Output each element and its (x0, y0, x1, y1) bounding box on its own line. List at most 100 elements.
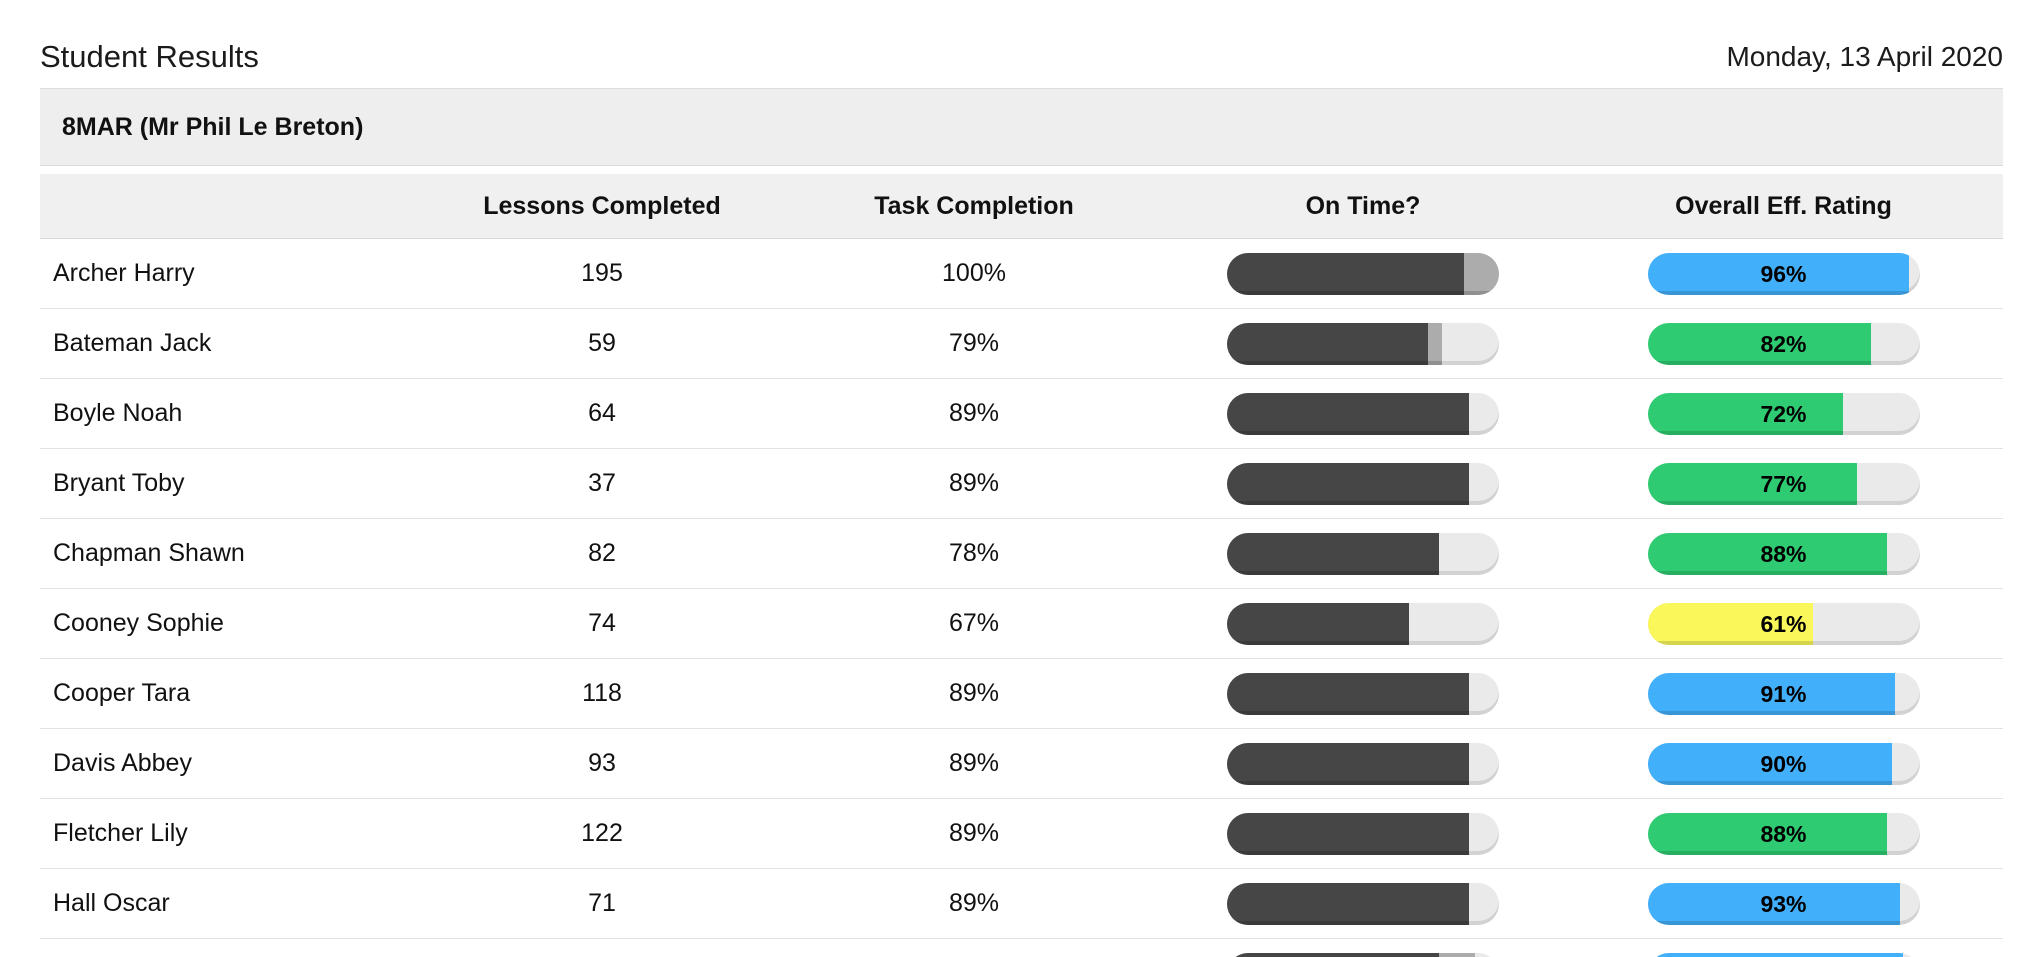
on-time-fill (1227, 672, 1470, 715)
on-time-fill (1227, 462, 1470, 505)
rating-bar: 91% (1647, 672, 1920, 715)
on-time-bar (1227, 953, 1499, 957)
column-header-lessons-completed: Lessons Completed (483, 191, 721, 220)
on-time-bar-cell (1162, 322, 1564, 365)
on-time-bar-cell (1162, 462, 1564, 505)
rating-bar: 88% (1647, 812, 1920, 855)
rating-bar: 72% (1647, 392, 1920, 435)
rating-bar-cell: 91% (1564, 672, 2003, 715)
lessons-completed-value: 74 (588, 609, 616, 637)
on-time-fill (1227, 322, 1429, 365)
lessons-completed-value: 59 (588, 329, 616, 357)
lessons-completed-value: 93 (588, 749, 616, 777)
rating-label: 77% (1760, 470, 1807, 497)
on-time-bar (1227, 392, 1499, 435)
rating-bar-cell: 93% (1564, 882, 2003, 925)
task-completion-value: 89% (948, 469, 1000, 497)
on-time-bar (1227, 602, 1499, 645)
lessons-completed-value: 118 (582, 679, 622, 707)
on-time-bar-cell (1162, 602, 1564, 645)
rating-bar: 77% (1647, 462, 1920, 505)
task-completion-value: 79% (948, 329, 1000, 357)
rating-bar-cell: 77% (1564, 462, 2003, 505)
on-time-bar-cell (1162, 953, 1564, 957)
rating-bar-cell: 90% (1564, 742, 2003, 785)
table-row: Cooney Sophie 74 67% 61% (40, 589, 2003, 659)
task-completion-value: 89% (948, 679, 1000, 707)
student-name: Archer Harry (53, 259, 195, 287)
lessons-completed-value: 195 (581, 259, 623, 287)
student-name: Chapman Shawn (53, 539, 245, 567)
table-row: Davis Abbey 93 89% 90% (40, 729, 2003, 799)
rating-bar: 96% (1647, 252, 1920, 295)
lessons-completed-value: 82 (588, 539, 616, 567)
rating-fill (1647, 953, 1904, 957)
partial-next-row (40, 939, 2003, 957)
task-completion-value: 89% (948, 749, 1000, 777)
student-name: Fletcher Lily (53, 819, 188, 847)
rating-label: 88% (1760, 540, 1807, 567)
table-row: Chapman Shawn 82 78% 88% (40, 519, 2003, 589)
on-time-fill (1227, 812, 1470, 855)
task-completion-value: 78% (948, 539, 1000, 567)
table-row: Bateman Jack 59 79% 82% (40, 309, 2003, 379)
table-row: Bryant Toby 37 89% 77% (40, 449, 2003, 519)
rating-bar-cell: 61% (1564, 602, 2003, 645)
rating-label: 91% (1760, 680, 1807, 707)
on-time-bar (1227, 462, 1499, 505)
on-time-bar-cell (1162, 672, 1564, 715)
rating-label: 82% (1760, 330, 1807, 357)
student-name: Bryant Toby (53, 469, 185, 497)
rating-bar (1647, 953, 1920, 957)
student-name: Boyle Noah (53, 399, 183, 427)
on-time-bar (1227, 672, 1499, 715)
student-name: Davis Abbey (53, 749, 192, 777)
on-time-fill (1227, 742, 1470, 785)
on-time-bar-cell (1162, 392, 1564, 435)
rating-fill (1647, 322, 1871, 365)
table-row: Hall Oscar 71 89% 93% (40, 869, 2003, 939)
on-time-bar (1227, 882, 1499, 925)
rating-bar: 90% (1647, 742, 1920, 785)
on-time-bar-cell (1162, 532, 1564, 575)
on-time-bar (1227, 812, 1499, 855)
student-name: Bateman Jack (53, 329, 212, 357)
rating-fill (1647, 742, 1893, 785)
late-fill (1428, 322, 1442, 365)
rating-bar-cell: 88% (1564, 812, 2003, 855)
task-completion-value: 89% (948, 819, 1000, 847)
rating-fill (1647, 532, 1887, 575)
on-time-bar-cell (1162, 882, 1564, 925)
on-time-fill (1227, 392, 1470, 435)
rating-bar-cell: 82% (1564, 322, 2003, 365)
rating-bar: 93% (1647, 882, 1920, 925)
rating-bar-cell: 96% (1564, 252, 2003, 295)
on-time-fill (1227, 252, 1464, 295)
column-header-overall-eff-rating: Overall Eff. Rating (1675, 191, 1892, 220)
class-group-header: 8MAR (Mr Phil Le Breton) (40, 88, 2003, 166)
task-completion-value: 67% (948, 609, 1000, 637)
rating-label: 61% (1760, 610, 1807, 637)
rating-bar-cell: 88% (1564, 532, 2003, 575)
table-row: Boyle Noah 64 89% 72% (40, 379, 2003, 449)
rating-label: 90% (1760, 750, 1807, 777)
rating-bar-cell: 72% (1564, 392, 2003, 435)
table-rows: Archer Harry 195 100% 96% Bateman Jack 59 79% 8… (40, 239, 2003, 939)
rating-label: 88% (1760, 820, 1807, 847)
table-row: Archer Harry 195 100% 96% (40, 239, 2003, 309)
lessons-completed-value: 37 (588, 469, 616, 497)
on-time-bar-cell (1162, 252, 1564, 295)
rating-fill (1647, 462, 1857, 505)
student-name: Cooper Tara (53, 679, 191, 707)
lessons-completed-value: 64 (588, 399, 616, 427)
student-name: Cooney Sophie (53, 609, 224, 637)
task-completion-value: 89% (948, 889, 1000, 917)
on-time-bar (1227, 742, 1499, 785)
on-time-fill (1227, 953, 1440, 957)
column-header-task-completion: Task Completion (874, 191, 1074, 220)
on-time-fill (1227, 882, 1470, 925)
table-header-row: Lessons Completed Task Completion On Tim… (40, 174, 2003, 239)
on-time-bar-cell (1162, 742, 1564, 785)
table-row: Cooper Tara 118 89% 91% (40, 659, 2003, 729)
